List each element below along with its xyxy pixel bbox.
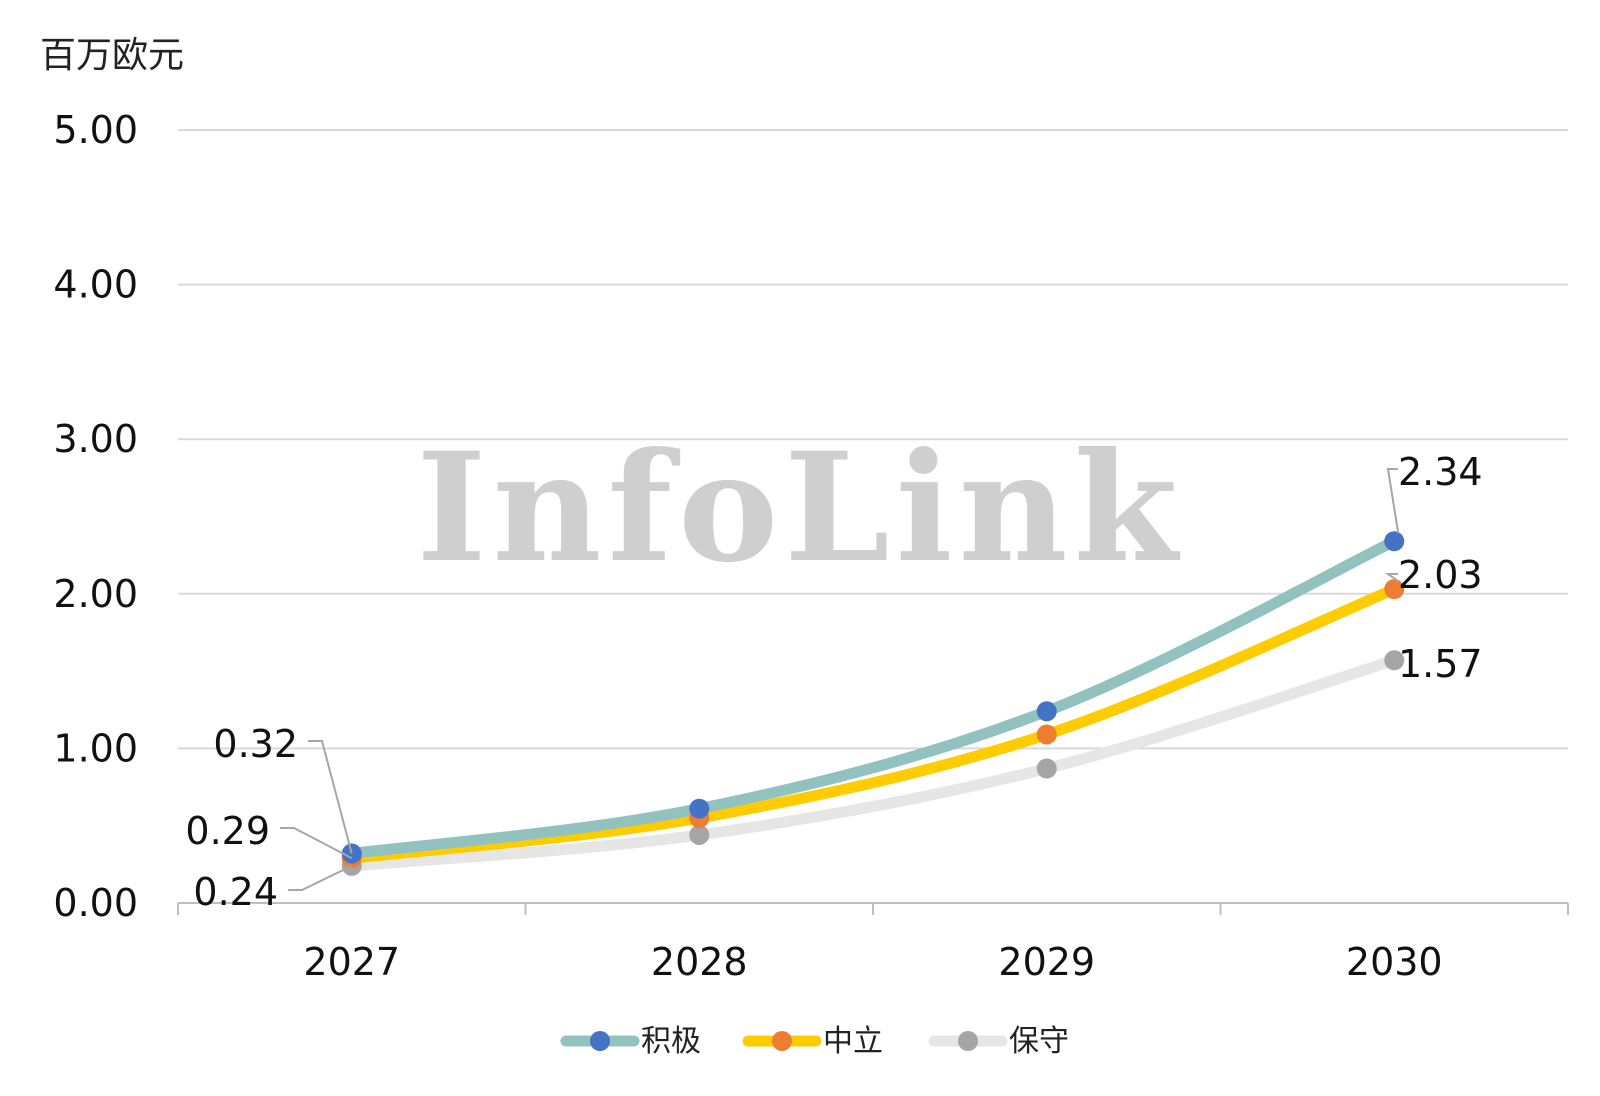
y-tick-label: 0.00 bbox=[53, 881, 138, 925]
legend-label: 积极 bbox=[641, 1024, 701, 1059]
data-point-保守 bbox=[1036, 758, 1057, 779]
x-tick-label: 2030 bbox=[1346, 940, 1443, 984]
x-tick-label: 2029 bbox=[998, 940, 1095, 984]
leader-line bbox=[280, 827, 353, 860]
data-labels: 0.32 2.34 0.29 2.03 0.24 1.57 bbox=[185, 450, 1482, 914]
series-lines bbox=[341, 531, 1405, 876]
leader-line bbox=[1384, 573, 1399, 582]
legend-marker-积极 bbox=[590, 1031, 610, 1051]
data-label: 0.32 bbox=[213, 722, 298, 766]
series-line-保守 bbox=[346, 654, 1400, 872]
data-label: 2.34 bbox=[1398, 450, 1483, 494]
legend-label: 中立 bbox=[823, 1024, 883, 1059]
legend-marker-中立 bbox=[772, 1031, 792, 1051]
x-tick-label: 2027 bbox=[303, 940, 400, 984]
y-tick-label: 2.00 bbox=[53, 572, 138, 616]
data-point-中立 bbox=[1036, 724, 1057, 745]
legend-label: 保守 bbox=[1009, 1024, 1069, 1059]
series-line-中立 bbox=[346, 583, 1400, 864]
data-point-保守 bbox=[1384, 650, 1405, 671]
y-axis-unit-label: 百万欧元 bbox=[40, 35, 185, 76]
series-line-积极 bbox=[346, 535, 1400, 860]
axes: 0.00 1.00 2.00 3.00 4.00 5.00 2027 2028 2029 2030 bbox=[53, 108, 1569, 984]
data-point-保守 bbox=[689, 824, 710, 845]
data-label: 2.03 bbox=[1398, 553, 1483, 597]
data-point-积极 bbox=[1384, 531, 1405, 552]
legend: 积极 中立 保守 bbox=[560, 1024, 1069, 1059]
leader-line bbox=[308, 740, 353, 854]
data-point-积极 bbox=[1036, 701, 1057, 722]
data-label: 0.24 bbox=[193, 870, 278, 914]
data-label: 1.57 bbox=[1398, 642, 1483, 686]
leader-line bbox=[1386, 468, 1400, 534]
y-tick-label: 1.00 bbox=[53, 726, 138, 770]
y-tick-label: 5.00 bbox=[53, 108, 138, 152]
data-label: 0.29 bbox=[185, 809, 270, 853]
y-tick-label: 4.00 bbox=[53, 263, 138, 307]
data-point-中立 bbox=[1384, 579, 1405, 600]
legend-marker-保守 bbox=[958, 1031, 978, 1051]
gridlines bbox=[178, 129, 1568, 750]
leader-line bbox=[288, 864, 353, 891]
x-tick-label: 2028 bbox=[651, 940, 748, 984]
data-point-积极 bbox=[689, 798, 710, 819]
watermark-text: InfoLink bbox=[416, 420, 1183, 596]
y-tick-label: 3.00 bbox=[53, 417, 138, 461]
